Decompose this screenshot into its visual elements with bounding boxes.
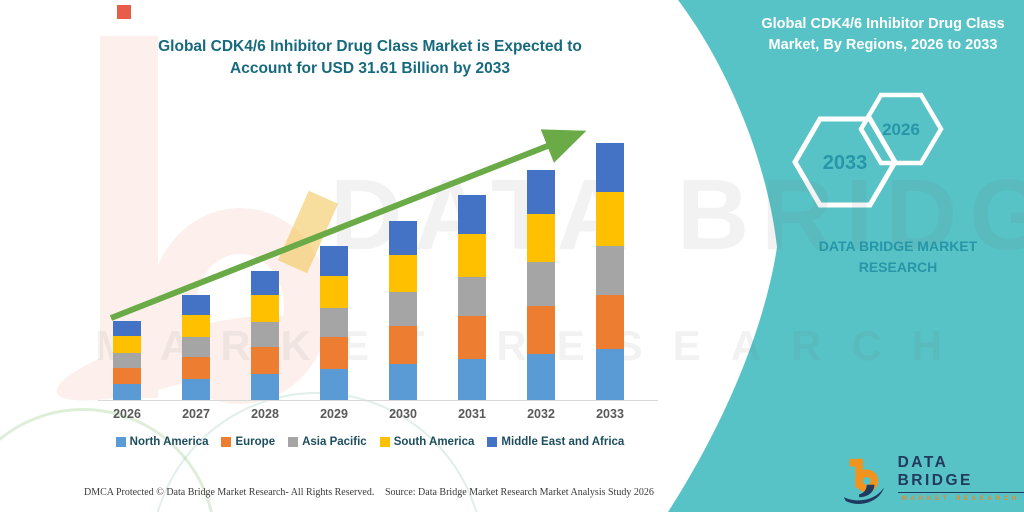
legend-item: Middle East and Africa: [487, 436, 624, 448]
legend-label: North America: [129, 436, 209, 448]
stacked-bar-2029: [320, 246, 348, 400]
bar-segment: [596, 142, 624, 192]
bar-segment: [527, 305, 555, 354]
stacked-bar-2027: [182, 295, 210, 400]
bar-segment: [527, 262, 555, 306]
company-logo: DATA BRIDGE MARKET RESEARCH: [840, 452, 1024, 504]
legend-item: North America: [115, 436, 209, 448]
legend-swatch: [115, 437, 126, 447]
x-axis-label-2032: 2032: [527, 407, 555, 421]
x-axis-line: [98, 400, 658, 401]
bar-segment: [251, 322, 279, 347]
bar-segment: [320, 337, 348, 370]
source-note: Source: Data Bridge Market Research Mark…: [385, 487, 654, 498]
stacked-bar-2032: [527, 170, 555, 400]
legend-label: Middle East and Africa: [501, 436, 625, 448]
company-logo-icon: [843, 458, 884, 504]
company-logo-text: DATA BRIDGE MARKET RESEARCH: [897, 454, 1024, 502]
bar-segment: [182, 379, 210, 400]
bar-segment: [596, 245, 624, 295]
chart-title-line2: Account for USD 31.61 Billion by 2033: [230, 60, 510, 77]
dmca-notice: DMCA Protected © Data Bridge Market Rese…: [84, 487, 375, 498]
x-axis-label-2026: 2026: [113, 407, 141, 421]
legend-label: Asia Pacific: [302, 436, 367, 448]
x-axis-label-2031: 2031: [458, 407, 486, 421]
bar-segment: [113, 384, 141, 400]
side-panel-brand-line2: RESEARCH: [858, 259, 938, 275]
bar-segment: [458, 316, 486, 359]
legend-swatch: [288, 437, 299, 447]
bar-segment: [320, 307, 348, 338]
bar-segment: [389, 364, 417, 400]
side-panel-background: [668, 0, 1024, 512]
bar-segment: [527, 213, 555, 263]
bar-segment: [596, 191, 624, 246]
bar-segment: [182, 337, 210, 357]
bar-segment: [113, 336, 141, 353]
company-logo-title: DATA BRIDGE: [897, 454, 1024, 493]
bar-segment: [458, 277, 486, 316]
bar-segment: [113, 352, 141, 368]
bar-segment: [596, 294, 624, 349]
legend-swatch: [221, 437, 232, 447]
x-axis-label-2030: 2030: [389, 407, 417, 421]
hexagon-2026: 2026: [858, 92, 944, 166]
bar-segment: [389, 292, 417, 327]
bar-segment: [251, 295, 279, 323]
legend-item: South America: [379, 436, 475, 448]
bar-segment: [389, 326, 417, 365]
legend-item: Europe: [221, 436, 275, 448]
bar-segment: [389, 254, 417, 293]
side-panel-title-line2: Market, By Regions, 2026 to 2033: [768, 37, 998, 53]
chart-legend: North America Europe Asia Pacific South Ame…: [60, 436, 680, 448]
side-panel-brand: DATA BRIDGE MARKET RESEARCH: [778, 236, 1018, 278]
chart-title-line1: Global CDK4/6 Inhibitor Drug Class Marke…: [158, 38, 582, 55]
bar-segment: [182, 315, 210, 338]
bar-segment: [527, 170, 555, 214]
bar-segment: [320, 275, 348, 308]
hexagon-2026-label: 2026: [882, 120, 920, 139]
x-axis-label-2028: 2028: [251, 407, 279, 421]
bar-segment: [113, 367, 141, 385]
stacked-bar-2033: [596, 142, 624, 400]
bar-segment: [458, 359, 486, 400]
side-panel-title-line1: Global CDK4/6 Inhibitor Drug Class: [761, 16, 1005, 32]
bar-segment: [596, 348, 624, 400]
bar-segment: [389, 220, 417, 255]
stacked-bar-2026: [113, 321, 141, 400]
bar-segment: [251, 270, 279, 296]
watermark-text-marketresearch: MARKET RESEARCH: [95, 322, 973, 369]
bar-segment: [458, 195, 486, 235]
chart-title: Global CDK4/6 Inhibitor Drug Class Marke…: [110, 36, 630, 80]
bar-plot-area: [98, 140, 655, 400]
bar-segment: [320, 246, 348, 276]
hexagon-2033: 2033: [792, 116, 898, 208]
bar-segment: [527, 354, 555, 400]
stacked-bar-2030: [389, 220, 417, 400]
x-axis-label-2027: 2027: [182, 407, 210, 421]
x-axis-label-2033: 2033: [596, 407, 624, 421]
stacked-bar-2028: [251, 270, 279, 400]
x-axis-label-2029: 2029: [320, 407, 348, 421]
bar-segment: [113, 321, 141, 337]
hexagon-2033-label: 2033: [823, 152, 868, 174]
legend-item: Asia Pacific: [288, 436, 367, 448]
legend-swatch: [379, 437, 390, 447]
bar-segment: [251, 346, 279, 375]
company-logo-subtitle: MARKET RESEARCH: [901, 495, 1021, 502]
side-panel-title: Global CDK4/6 Inhibitor Drug Class Marke…: [752, 14, 1014, 56]
watermark-logo-accent: [117, 5, 131, 19]
legend-label: Europe: [235, 436, 276, 448]
bar-segment: [251, 374, 279, 400]
bar-segment: [182, 295, 210, 316]
bar-segment: [458, 234, 486, 278]
stacked-bar-2031: [458, 195, 486, 400]
bar-segment: [182, 357, 210, 379]
legend-label: South America: [393, 436, 475, 448]
legend-swatch: [487, 437, 498, 447]
side-panel-brand-line1: DATA BRIDGE MARKET: [818, 238, 978, 254]
bar-segment: [320, 369, 348, 400]
